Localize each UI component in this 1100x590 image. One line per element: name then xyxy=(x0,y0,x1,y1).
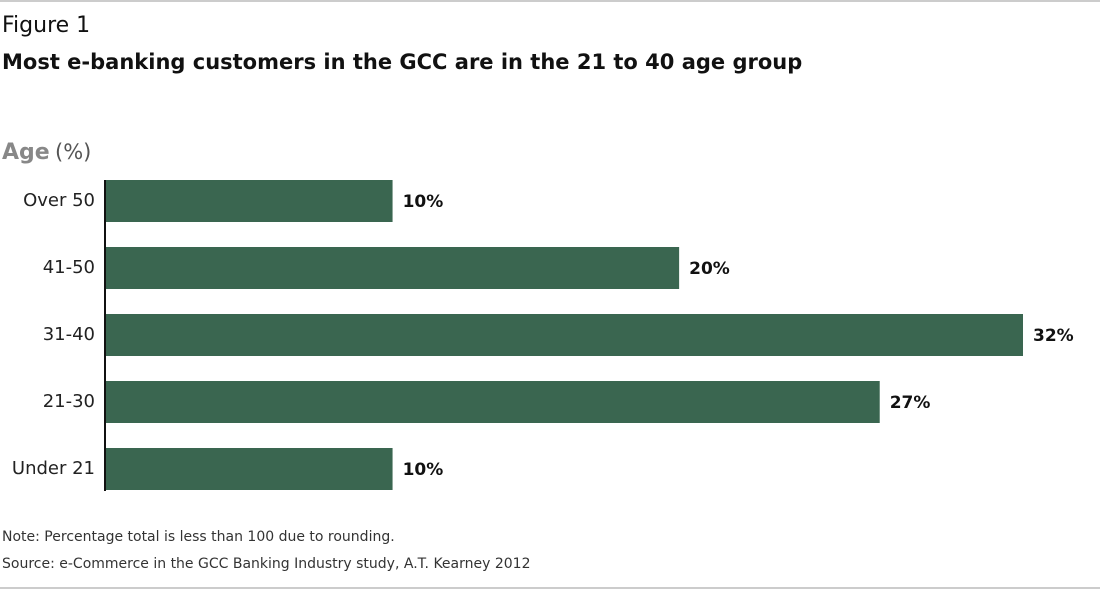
value-label: 27% xyxy=(890,393,931,413)
bar xyxy=(106,448,393,490)
note: Note: Percentage total is less than 100 … xyxy=(2,529,395,545)
axis-unit: (%) xyxy=(55,140,91,164)
bar xyxy=(106,381,880,423)
category-label: 31-40 xyxy=(43,324,95,345)
category-label: Under 21 xyxy=(12,458,95,479)
axis-label: Age xyxy=(2,140,50,165)
value-label: 10% xyxy=(403,460,444,480)
chart-title: Most e-banking customers in the GCC are … xyxy=(2,50,802,74)
category-label: 21-30 xyxy=(43,391,95,412)
value-label: 10% xyxy=(403,192,444,212)
category-label: 41-50 xyxy=(43,257,95,278)
category-label: Over 50 xyxy=(23,190,95,211)
bar xyxy=(106,314,1023,356)
bar xyxy=(106,247,680,289)
source: Source: e-Commerce in the GCC Banking In… xyxy=(2,556,530,572)
value-label: 32% xyxy=(1033,326,1074,346)
value-label: 20% xyxy=(689,259,730,279)
figure-label: Figure 1 xyxy=(2,13,90,38)
bar xyxy=(106,180,393,222)
